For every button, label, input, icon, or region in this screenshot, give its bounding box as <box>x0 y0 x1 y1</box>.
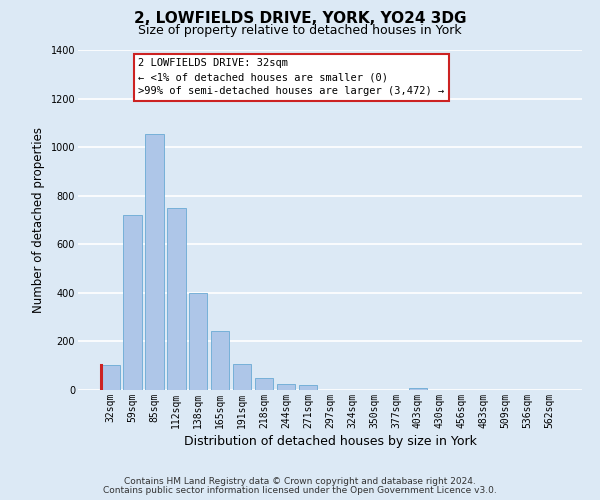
Bar <box>409 388 427 390</box>
Text: Contains HM Land Registry data © Crown copyright and database right 2024.: Contains HM Land Registry data © Crown c… <box>124 477 476 486</box>
Bar <box>189 293 208 390</box>
Bar <box>211 331 229 390</box>
Text: 2, LOWFIELDS DRIVE, YORK, YO24 3DG: 2, LOWFIELDS DRIVE, YORK, YO24 3DG <box>134 11 466 26</box>
Bar <box>101 364 119 390</box>
Text: Size of property relative to detached houses in York: Size of property relative to detached ho… <box>138 24 462 37</box>
Bar <box>277 384 295 390</box>
Bar <box>299 384 317 390</box>
Bar <box>123 215 142 390</box>
Bar <box>255 378 274 390</box>
Bar <box>167 208 185 390</box>
X-axis label: Distribution of detached houses by size in York: Distribution of detached houses by size … <box>184 435 476 448</box>
Bar <box>233 364 251 390</box>
Bar <box>145 134 164 390</box>
Y-axis label: Number of detached properties: Number of detached properties <box>32 127 45 313</box>
Text: 2 LOWFIELDS DRIVE: 32sqm
← <1% of detached houses are smaller (0)
>99% of semi-d: 2 LOWFIELDS DRIVE: 32sqm ← <1% of detach… <box>139 58 445 96</box>
Text: Contains public sector information licensed under the Open Government Licence v3: Contains public sector information licen… <box>103 486 497 495</box>
